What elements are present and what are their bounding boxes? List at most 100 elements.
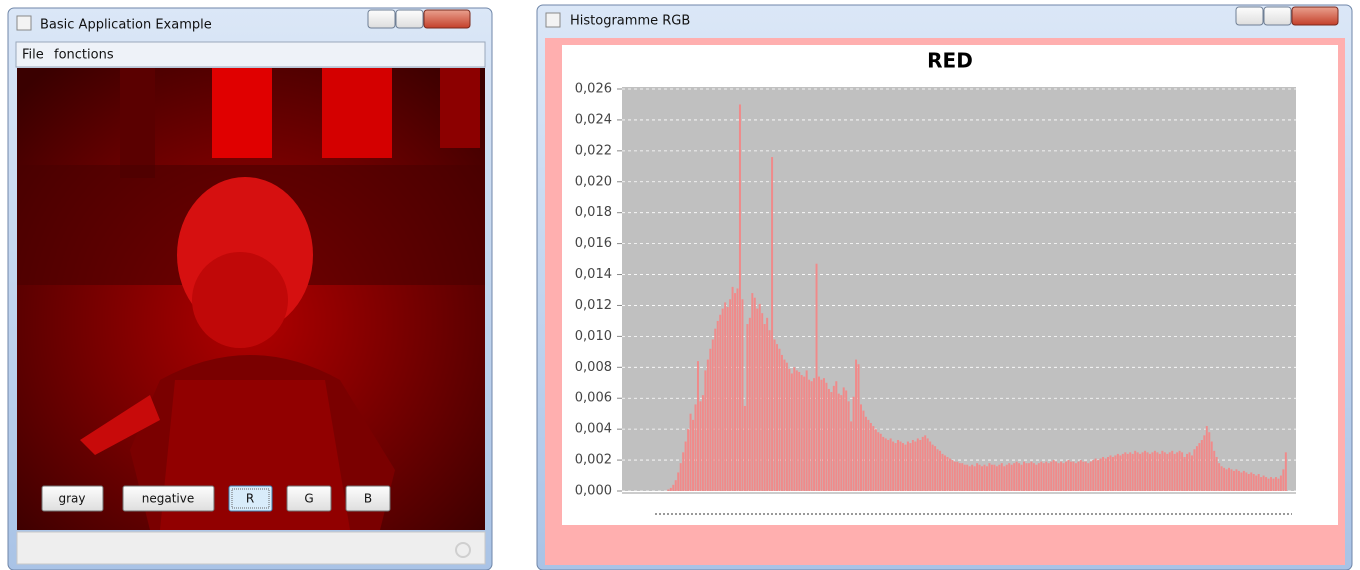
bar <box>1277 479 1279 491</box>
bar <box>825 383 827 491</box>
bar <box>922 437 924 491</box>
bar <box>1248 474 1250 491</box>
bar <box>971 465 973 491</box>
bar <box>692 420 694 491</box>
bar <box>1038 463 1040 491</box>
bar <box>712 339 714 491</box>
app-icon <box>17 16 31 30</box>
bar <box>1085 462 1087 491</box>
bar <box>907 442 909 491</box>
bar <box>1040 462 1042 491</box>
bar <box>801 375 803 491</box>
bar <box>1218 463 1220 491</box>
bar <box>1045 462 1047 491</box>
button-label: gray <box>58 492 85 506</box>
bar <box>1023 462 1025 491</box>
bar <box>1273 479 1275 491</box>
menu-item[interactable]: fonctions <box>54 48 114 63</box>
maximize-button[interactable] <box>396 10 423 28</box>
bar <box>818 377 820 491</box>
maximize-button[interactable] <box>1264 7 1291 25</box>
bar <box>1176 452 1178 491</box>
bar <box>843 387 845 491</box>
bar <box>1255 476 1257 491</box>
bar <box>813 378 815 491</box>
bar <box>902 443 904 491</box>
bar <box>900 442 902 491</box>
y-tick-label: 0,024 <box>575 112 612 127</box>
bar <box>1243 471 1245 491</box>
bar <box>1193 449 1195 491</box>
screen: Basic Application Example File fonctions… <box>0 0 1360 570</box>
bar <box>1265 477 1267 491</box>
bar <box>1060 462 1062 491</box>
y-tick-label: 0,020 <box>575 174 612 189</box>
bar <box>919 440 921 491</box>
bar <box>934 446 936 491</box>
bar <box>1275 477 1277 491</box>
bar <box>927 438 929 491</box>
bar <box>788 369 790 491</box>
bar <box>1127 454 1129 491</box>
bar <box>796 370 798 491</box>
button[interactable]: negative <box>123 486 214 511</box>
bar <box>1090 462 1092 491</box>
histogram-window: Histogramme RGB RED 0,0000,0020,0040,006… <box>537 5 1352 570</box>
bar <box>1035 465 1037 491</box>
bar <box>823 378 825 491</box>
bar <box>988 463 990 491</box>
bar <box>667 489 669 491</box>
bar <box>1151 452 1153 491</box>
bar <box>860 404 862 491</box>
bar <box>1213 451 1215 491</box>
bar <box>835 381 837 491</box>
bar <box>1156 452 1158 491</box>
bar <box>1164 452 1166 491</box>
bar <box>1107 457 1109 491</box>
button[interactable]: G <box>287 486 331 511</box>
minimize-button[interactable] <box>368 10 395 28</box>
bar <box>996 466 998 491</box>
bar <box>909 443 911 491</box>
bar <box>1206 426 1208 491</box>
bar <box>722 309 724 491</box>
bar <box>761 313 763 491</box>
bar <box>1216 457 1218 491</box>
bar <box>697 361 699 491</box>
close-button[interactable] <box>424 10 470 28</box>
y-tick-label: 0,014 <box>575 267 612 282</box>
image <box>17 68 485 530</box>
button[interactable]: R <box>229 486 272 511</box>
bar <box>830 392 832 491</box>
minimize-button[interactable] <box>1236 7 1263 25</box>
y-tick-label: 0,016 <box>575 236 612 251</box>
menu-item[interactable]: File <box>22 48 44 63</box>
bar <box>1250 472 1252 491</box>
close-button[interactable] <box>1292 7 1338 25</box>
bar <box>803 377 805 491</box>
button[interactable]: B <box>346 486 390 511</box>
bar <box>981 466 983 491</box>
bar <box>1228 468 1230 491</box>
bar <box>675 480 677 491</box>
bar <box>1196 446 1198 491</box>
bar <box>1231 469 1233 491</box>
bar <box>776 344 778 491</box>
bar <box>1001 463 1003 491</box>
bar <box>845 391 847 492</box>
bar <box>984 465 986 491</box>
bar <box>702 395 704 491</box>
button[interactable]: gray <box>42 486 103 511</box>
bar <box>717 321 719 491</box>
button-label: B <box>364 492 372 506</box>
bar <box>1186 454 1188 491</box>
bar <box>1240 472 1242 491</box>
bar <box>1072 462 1074 491</box>
bar <box>1134 451 1136 491</box>
bar <box>769 330 771 491</box>
bar <box>853 397 855 491</box>
bar <box>1112 457 1114 491</box>
bar <box>1208 432 1210 491</box>
bar <box>1016 462 1018 491</box>
bar <box>687 429 689 491</box>
